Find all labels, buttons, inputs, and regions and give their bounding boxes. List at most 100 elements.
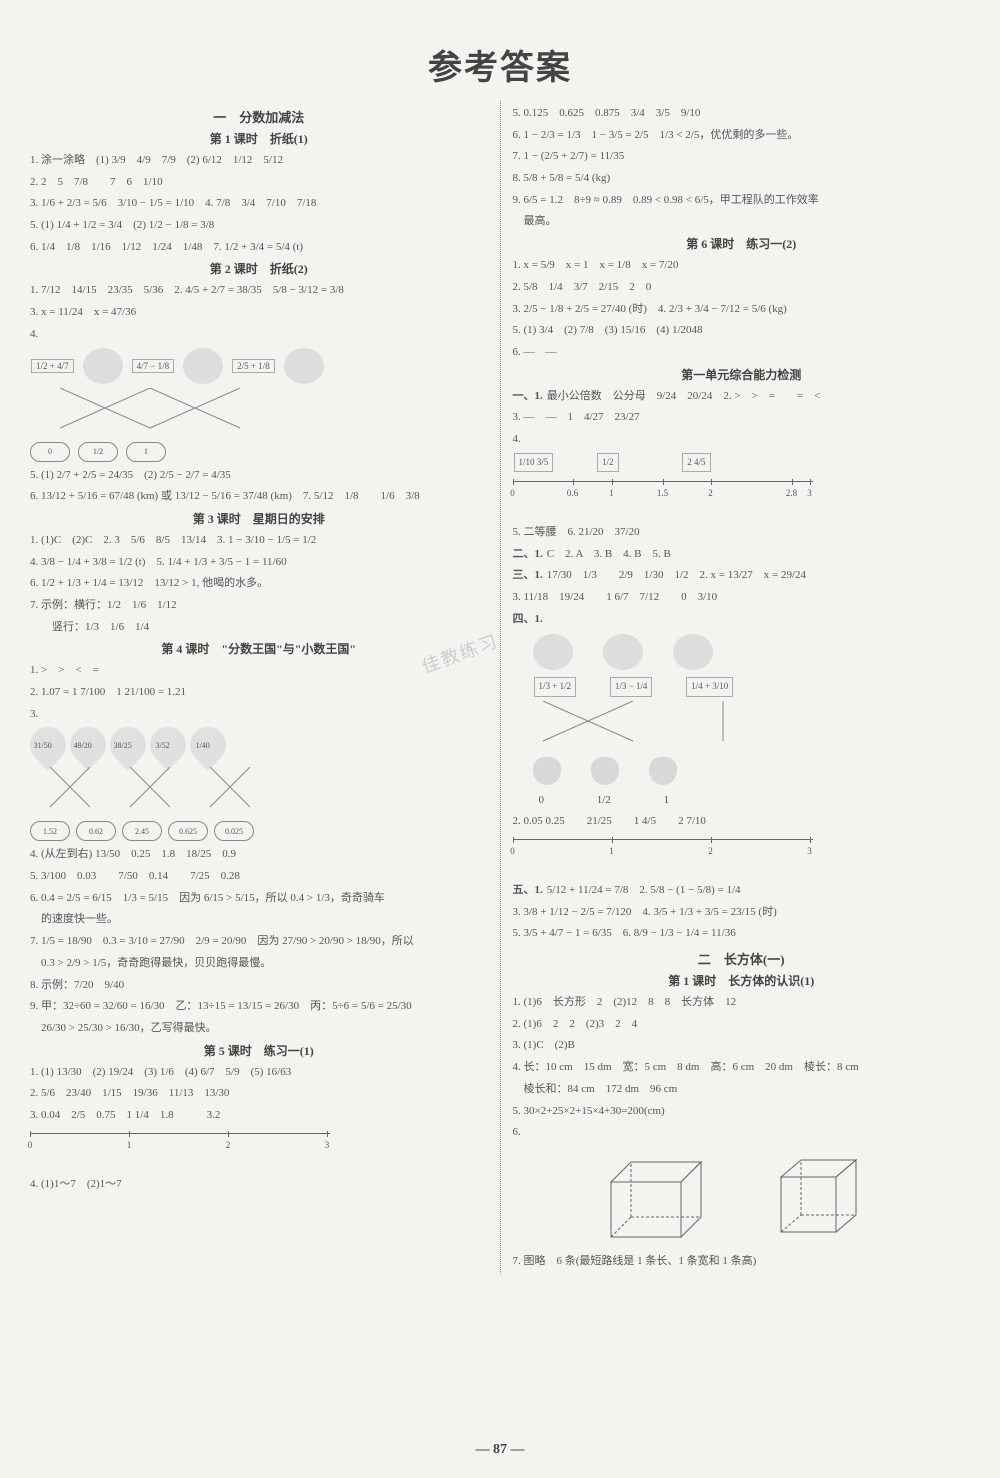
acorn-icon (649, 757, 677, 785)
l4-12: 26/30 > 25/30 > 16/30，乙写得最快。 (30, 1019, 488, 1038)
ut-s5-3: 5. 3/5 + 4/7 − 1 = 6/35 6. 8/9 − 1/3 − 1… (513, 924, 971, 943)
l1-5: 6. 1/4 1/8 1/16 1/12 1/24 1/48 7. 1/2 + … (30, 238, 488, 257)
l4-8: 7. 1/5 = 18/90 0.3 = 3/10 = 27/90 2/9 = … (30, 932, 488, 951)
monkey-icon (284, 348, 324, 384)
r-1: 5. 0.125 0.625 0.875 3/4 3/5 9/10 (513, 104, 971, 123)
jar-icon: 0.62 (76, 821, 116, 841)
u2-2: 2. (1)6 2 2 (2)3 2 4 (513, 1015, 971, 1034)
l4-6: 6. 0.4 = 2/5 = 6/15 1/3 = 5/15 因为 6/15 >… (30, 889, 488, 908)
r-2: 6. 1 − 2/3 = 1/3 1 − 3/5 = 2/5 1/3 < 2/5… (513, 126, 971, 145)
jar-icon: 0.025 (214, 821, 254, 841)
jar-icon: 1.52 (30, 821, 70, 841)
unit2-lesson1-title: 第 1 课时 长方体的认识(1) (513, 972, 971, 989)
matching-lines-2 (30, 767, 290, 817)
r6-5: 6. — — (513, 343, 971, 362)
ut-s5-1: 五、1.5/12 + 11/24 = 7/8 2. 5/8 − (1 − 5/8… (513, 881, 971, 900)
leaf-icon: 1/40 (183, 720, 234, 771)
r6-4: 5. (1) 3/4 (2) 7/8 (3) 15/16 (4) 1/2048 (513, 321, 971, 340)
l4-4: 4. (从左到右) 13/50 0.25 1.8 18/25 0.9 (30, 845, 488, 864)
ut-2: 3. — — 1 4/27 23/27 (513, 408, 971, 427)
leaf-graphics: 31/50 49/20 38/25 3/52 1/40 (30, 727, 488, 763)
numberline-3: 0 1 2 3 (513, 839, 813, 869)
l5-2: 2. 5/6 23/40 1/15 19/36 11/13 13/30 (30, 1084, 488, 1103)
ut-s4-2: 2. 0.05 0.25 21/25 1 4/5 2 7/10 (513, 812, 971, 831)
l4-10: 8. 示例：7/20 9/40 (30, 976, 488, 995)
numberline-1: 0 1 2 3 (30, 1133, 330, 1163)
u2-1: 1. (1)6 长方形 2 (2)12 8 8 长方体 12 (513, 993, 971, 1012)
cuboid-icon (601, 1152, 721, 1242)
monkey-box-1: 1/2 + 4/7 (31, 359, 74, 373)
l4-3: 3. (30, 705, 488, 724)
r6-2: 2. 5/8 1/4 3/7 2/15 2 0 (513, 278, 971, 297)
ut-s3-2: 3. 11/18 19/24 1 6/7 7/12 0 3/10 (513, 588, 971, 607)
squirrel-icon (603, 634, 643, 670)
jar-icon: 0.625 (168, 821, 208, 841)
circle-2: 1 (126, 442, 166, 462)
page-title: 参考答案 (30, 40, 970, 89)
l4-11: 9. 甲：32÷60 = 32/60 = 16/30 乙：13÷15 = 13/… (30, 997, 488, 1016)
u2-6: 5. 30×2+25×2+15×4+30=200(cm) (513, 1102, 971, 1121)
l3-4: 7. 示例：横行：1/2 1/6 1/12 (30, 596, 488, 615)
jar-icon: 2.45 (122, 821, 162, 841)
l4-5: 5. 3/100 0.03 7/50 0.14 7/25 0.28 (30, 867, 488, 886)
l5-3: 3. 0.04 2/5 0.75 1 1/4 1.8 3.2 (30, 1106, 488, 1125)
lesson2-title: 第 2 课时 折纸(2) (30, 260, 488, 277)
cube-graphics (513, 1152, 971, 1242)
circle-0: 0 (30, 442, 70, 462)
lesson4-title: 第 4 课时 "分数王国"与"小数王国" (30, 640, 488, 657)
l5-1: 1. (1) 13/30 (2) 19/24 (3) 1/6 (4) 6/7 5… (30, 1063, 488, 1082)
r-5: 9. 6/5 = 1.2 8÷9 ≈ 0.89 0.89 < 0.98 < 6/… (513, 191, 971, 210)
numberline-2: 0 0.6 1 1.5 2 2.8 3 (513, 481, 813, 511)
circle-1: 1/2 (78, 442, 118, 462)
lesson1-title: 第 1 课时 折纸(1) (30, 130, 488, 147)
left-column: 一 分数加减法 第 1 课时 折纸(1) 1. 涂一涂略 (1) 3/9 4/9… (30, 101, 488, 1274)
l5-4: 4. (1)1～7 (2)1～7 (30, 1175, 488, 1194)
unit-title-1: 一 分数加减法 (30, 107, 488, 126)
l3-3: 6. 1/2 + 1/3 + 1/4 = 13/12 13/12 > 1, 他喝… (30, 574, 488, 593)
ut-boxes2: 1/3 + 1/2 1/3 − 1/4 1/4 + 3/10 (533, 676, 971, 697)
lesson3-title: 第 3 课时 星期日的安排 (30, 510, 488, 527)
monkey-box-2: 4/7 − 1/8 (132, 359, 175, 373)
ut-s3-1: 三、1.17/30 1/3 2/9 1/30 1/2 2. x = 13/27 … (513, 566, 971, 585)
l2-6: 6. 13/12 + 5/16 = 67/48 (km) 或 13/12 − 5… (30, 487, 488, 506)
l3-5: 竖行：1/3 1/6 1/4 (30, 618, 488, 637)
squirrel-icon (533, 634, 573, 670)
l2-5: 5. (1) 2/7 + 2/5 = 24/35 (2) 2/5 − 2/7 =… (30, 466, 488, 485)
matching-lines (30, 388, 290, 438)
l2-1: 1. 7/12 14/15 23/35 5/36 2. 4/5 + 2/7 = … (30, 281, 488, 300)
ut-3: 4. (513, 430, 971, 449)
ut-s4: 四、1. (513, 610, 971, 629)
l2-3: 4. (30, 325, 488, 344)
l3-2: 4. 3/8 − 1/4 + 3/8 = 1/2 (t) 5. 1/4 + 1/… (30, 553, 488, 572)
l1-3: 3. 1/6 + 2/3 = 5/6 3/10 − 1/5 = 1/10 4. … (30, 194, 488, 213)
squirrel-row (533, 634, 971, 670)
l1-2: 2. 2 5 7/8 7 6 1/10 (30, 173, 488, 192)
monkey-icon (83, 348, 123, 384)
monkey-icon (183, 348, 223, 384)
unit-test-title: 第一单元综合能力检测 (513, 366, 971, 383)
ut-s5-2: 3. 3/8 + 1/12 − 2/5 = 7/120 4. 3/5 + 1/3… (513, 903, 971, 922)
ut-1: 一、1.最小公倍数 公分母 9/24 20/24 2. > > = = < (513, 387, 971, 406)
acorn-graphics (533, 757, 971, 785)
acorn-labels: 0 1/2 1 (539, 791, 971, 810)
monkey-graphics: 1/2 + 4/7 4/7 − 1/8 2/5 + 1/8 (30, 348, 488, 384)
l4-2: 2. 1.07 = 1 7/100 1 21/100 = 1.21 (30, 683, 488, 702)
ut-4: 5. 二等腰 6. 21/20 37/20 (513, 523, 971, 542)
u2-7: 6. (513, 1123, 971, 1142)
squirrel-icon (673, 634, 713, 670)
right-column: 5. 0.125 0.625 0.875 3/4 3/5 9/10 6. 1 −… (500, 101, 971, 1274)
l3-1: 1. (1)C (2)C 2. 3 5/6 8/5 13/14 3. 1 − 3… (30, 531, 488, 550)
r-6: 最高。 (513, 212, 971, 231)
r6-1: 1. x = 5/9 x = 1 x = 1/8 x = 7/20 (513, 256, 971, 275)
l4-1: 1. > > < = (30, 661, 488, 680)
l4-9: 0.3 > 2/9 > 1/5，奇奇跑得最快，贝贝跑得最慢。 (30, 954, 488, 973)
jar-graphics: 1.52 0.62 2.45 0.625 0.025 (30, 821, 488, 841)
lesson6-title: 第 6 课时 练习一(2) (513, 235, 971, 252)
u2-5: 棱长和：84 cm 172 dm 96 cm (513, 1080, 971, 1099)
page-number: — 87 — (476, 1442, 525, 1458)
matching-lines-3 (513, 701, 773, 751)
u2-4: 4. 长：10 cm 15 dm 宽：5 cm 8 dm 高：6 cm 20 d… (513, 1058, 971, 1077)
monkey-box-3: 2/5 + 1/8 (232, 359, 275, 373)
content-columns: 一 分数加减法 第 1 课时 折纸(1) 1. 涂一涂略 (1) 3/9 4/9… (30, 101, 970, 1274)
unit2-title: 二 长方体(一) (513, 949, 971, 968)
